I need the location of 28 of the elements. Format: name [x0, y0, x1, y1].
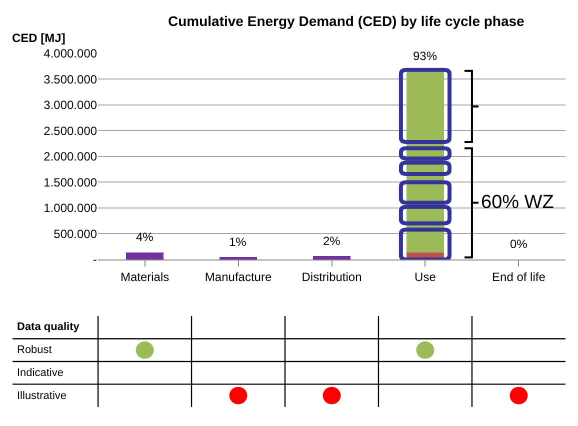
y-tick-label: 500.000	[54, 226, 98, 241]
annotation: 0%	[510, 237, 528, 251]
y-tick-label: 2.500.000	[44, 124, 98, 138]
y-tick-label: 3.000.000	[44, 98, 98, 112]
text: Indicative	[17, 367, 64, 379]
y-tick-label: -	[93, 252, 98, 267]
annotation: 2%	[323, 234, 341, 248]
y-tick-label: 4.000.000	[44, 46, 98, 61]
x-tick-label: Use	[414, 270, 436, 284]
x-tick-label: End of life	[492, 270, 546, 284]
annotation: 1%	[229, 235, 247, 249]
x-tick-label: Manufacture	[204, 270, 272, 284]
y-tick-label: 2.000.000	[44, 150, 98, 164]
y-tick-label: 1.000.000	[44, 201, 98, 216]
annotation: 4%	[136, 230, 154, 244]
text: Data quality	[17, 321, 80, 333]
annotation: 93%	[413, 49, 438, 63]
x-tick-label: Materials	[120, 270, 170, 284]
bar	[313, 256, 350, 260]
x-tick-label: Distribution	[302, 270, 362, 284]
y-tick-label: 1.500.000	[44, 175, 98, 190]
chart-title: Cumulative Energy Demand (CED) by life cycle phase	[168, 13, 525, 29]
y-tick-label: 3.500.000	[44, 72, 98, 86]
text: Illustrative	[17, 390, 67, 402]
y-axis-title: CED [MJ]	[12, 31, 66, 45]
text: Robust	[17, 344, 52, 356]
annotation: 60% WZ	[481, 192, 554, 213]
bar	[126, 252, 164, 260]
